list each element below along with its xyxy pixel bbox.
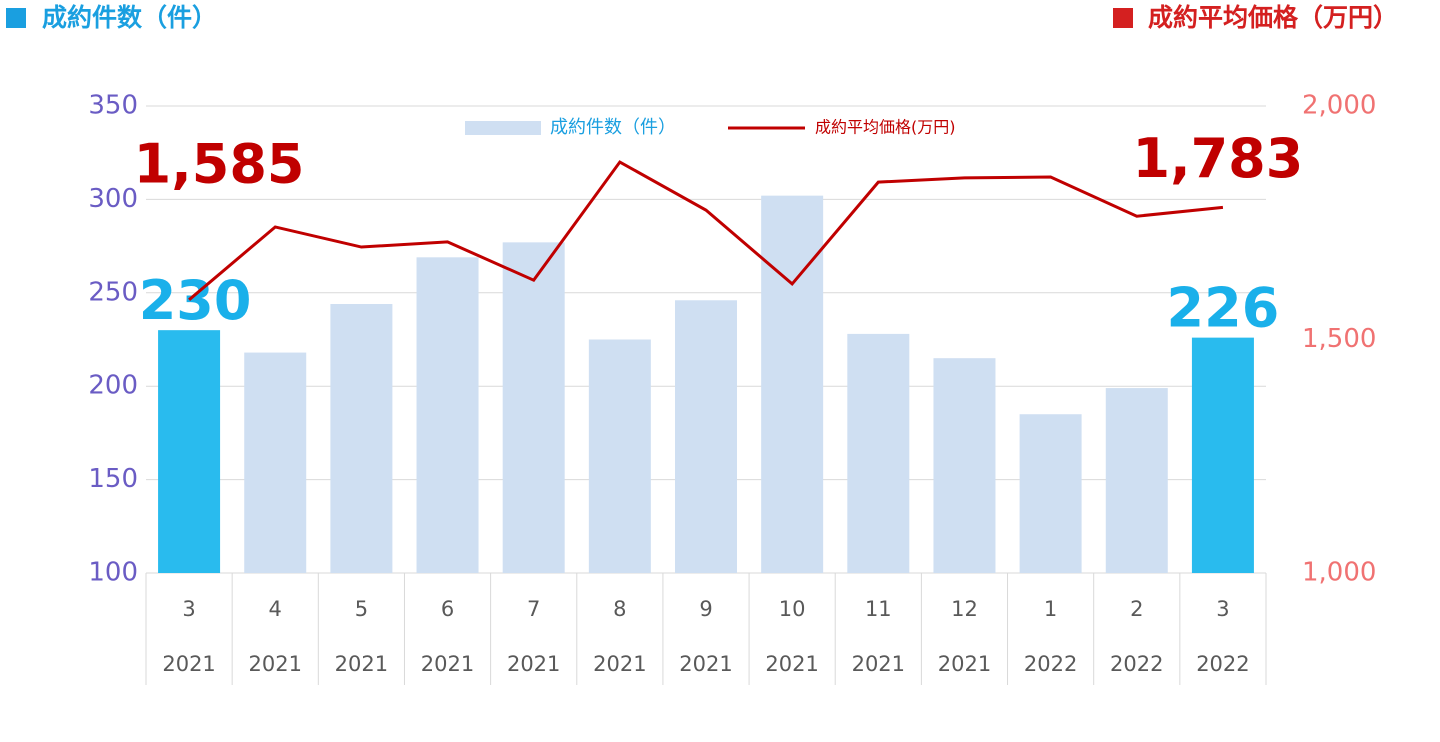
bar [847, 333, 910, 573]
x-tick-label: 2022 [1110, 652, 1163, 676]
right-header: 成約平均価格（万円） [1148, 3, 1398, 32]
y-tick-label: 250 [88, 277, 138, 307]
bar [416, 257, 479, 573]
x-tick-label: 2021 [335, 652, 388, 676]
x-tick-label: 2021 [852, 652, 905, 676]
y-tick-label: 300 [88, 184, 138, 214]
y2-tick-label: 2,000 [1302, 91, 1376, 121]
bar [1191, 337, 1254, 573]
left-header: 成約件数（件） [42, 3, 217, 32]
bar [1019, 414, 1082, 573]
right-header-marker [1113, 8, 1133, 28]
x-tick-label: 5 [355, 597, 368, 621]
data-label: 1,585 [134, 132, 305, 195]
x-tick-label: 2021 [162, 652, 215, 676]
legend-swatch [465, 121, 541, 135]
x-tick-label: 11 [865, 597, 892, 621]
data-label: 1,783 [1133, 127, 1304, 190]
y-tick-label: 150 [88, 464, 138, 494]
bar [1105, 388, 1168, 573]
x-tick-label: 6 [441, 597, 454, 621]
y-tick-label: 200 [88, 371, 138, 401]
bar [158, 330, 221, 573]
bar [933, 358, 996, 573]
x-tick-label: 2021 [593, 652, 646, 676]
y-tick-label: 350 [88, 91, 138, 121]
left-header-marker [6, 8, 26, 28]
x-tick-label: 12 [951, 597, 978, 621]
y2-tick-label: 1,500 [1302, 324, 1376, 354]
data-label: 230 [139, 269, 252, 332]
bar [761, 195, 824, 573]
x-tick-label: 2022 [1196, 652, 1249, 676]
y-tick-label: 100 [88, 558, 138, 588]
legend-label: 成約平均価格(万円) [815, 118, 956, 137]
y2-tick-label: 1,000 [1302, 558, 1376, 588]
x-tick-label: 9 [699, 597, 712, 621]
x-tick-label: 3 [182, 597, 195, 621]
legend-label: 成約件数（件） [550, 117, 676, 138]
x-tick-label: 2021 [507, 652, 560, 676]
data-label: 226 [1167, 276, 1280, 339]
x-tick-label: 2021 [765, 652, 818, 676]
bar [244, 352, 307, 573]
x-tick-label: 8 [613, 597, 626, 621]
x-tick-label: 2021 [249, 652, 302, 676]
x-tick-label: 10 [779, 597, 806, 621]
x-tick-label: 2022 [1024, 652, 1077, 676]
bar [675, 300, 737, 573]
line [188, 160, 1224, 301]
bar [330, 304, 393, 573]
x-tick-label: 2021 [938, 652, 991, 676]
bar [588, 339, 651, 573]
x-tick-label: 3 [1216, 597, 1229, 621]
x-tick-label: 7 [527, 597, 540, 621]
x-tick-label: 2 [1130, 597, 1143, 621]
x-tick-label: 2021 [421, 652, 474, 676]
x-tick-label: 2021 [679, 652, 732, 676]
x-tick-label: 4 [269, 597, 282, 621]
x-tick-label: 1 [1044, 597, 1057, 621]
bar [502, 242, 565, 573]
